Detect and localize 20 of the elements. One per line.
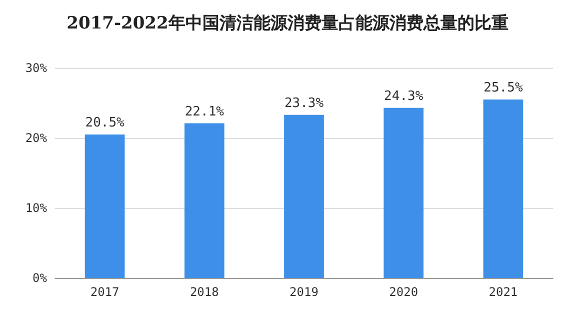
data-label: 24.3% [384,88,424,104]
data-label: 20.5% [85,116,125,130]
y-tick-label: 10% [25,201,48,215]
x-tick-label: 2018 [190,285,219,299]
data-label: 25.5% [484,80,523,96]
bar [184,123,224,278]
bar [483,100,524,278]
data-label: 23.3% [284,96,324,111]
data-label: 22.1% [184,104,224,120]
x-tick-label: 2019 [290,285,318,299]
x-tick-label: 2020 [389,285,418,299]
bar [284,114,324,278]
y-tick-label: 30% [25,61,48,75]
y-tick-label: 20% [25,131,48,145]
x-tick-label: 2021 [488,285,518,299]
bar [384,108,424,278]
bar [84,134,125,278]
y-tick-label: 0% [32,271,48,285]
chart-title: 2017-2022年中国清洁能源消费量占能源消费总量的比重 [66,14,508,34]
x-tick-label: 2017 [90,285,120,299]
